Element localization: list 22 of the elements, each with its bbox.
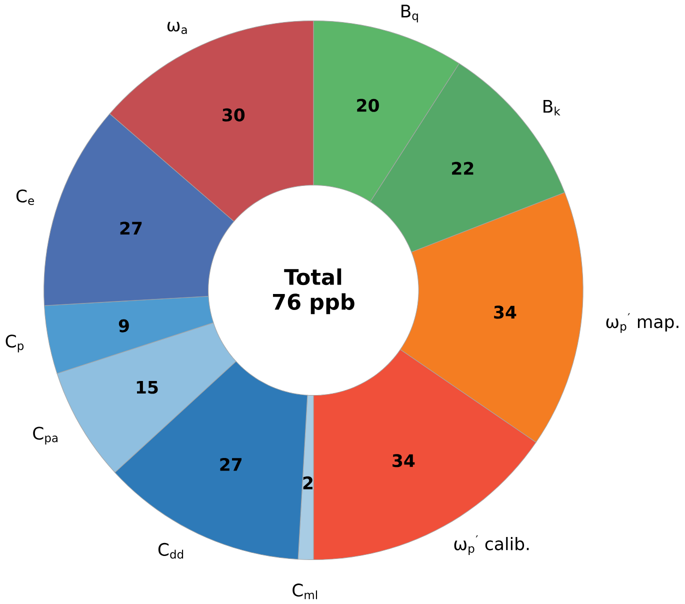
data-label: 9	[118, 319, 129, 332]
slice-label: ω$_{p}$$^{′}$ map.	[606, 313, 678, 333]
data-label: 27	[120, 222, 142, 235]
data-label: 2	[303, 476, 312, 490]
slice-label: C$_{e}$	[16, 189, 34, 206]
data-label: 30	[222, 108, 245, 122]
data-label: 20	[357, 98, 379, 112]
data-label: 34	[392, 454, 415, 468]
slice-label: ω$_{a}$	[167, 22, 187, 34]
slice-label: C$_{ml}$	[292, 584, 317, 600]
slice-label: B$_{q}$	[402, 4, 418, 22]
data-label: 27	[220, 458, 242, 471]
slice-label: C$_{dd}$	[158, 542, 184, 559]
slice-label: C$_{p}$	[6, 334, 24, 352]
data-label: 15	[136, 380, 158, 394]
text: 76 ppb	[273, 293, 354, 314]
data-label: 34	[494, 306, 516, 319]
text: Total	[284, 268, 342, 286]
slice-label: C$_{pa}$	[33, 426, 58, 445]
slice-label: ω$_{p}$$^{′}$ calib.	[454, 535, 529, 556]
slice-label: B$_{k}$	[544, 100, 560, 116]
data-label: 22	[452, 162, 474, 175]
